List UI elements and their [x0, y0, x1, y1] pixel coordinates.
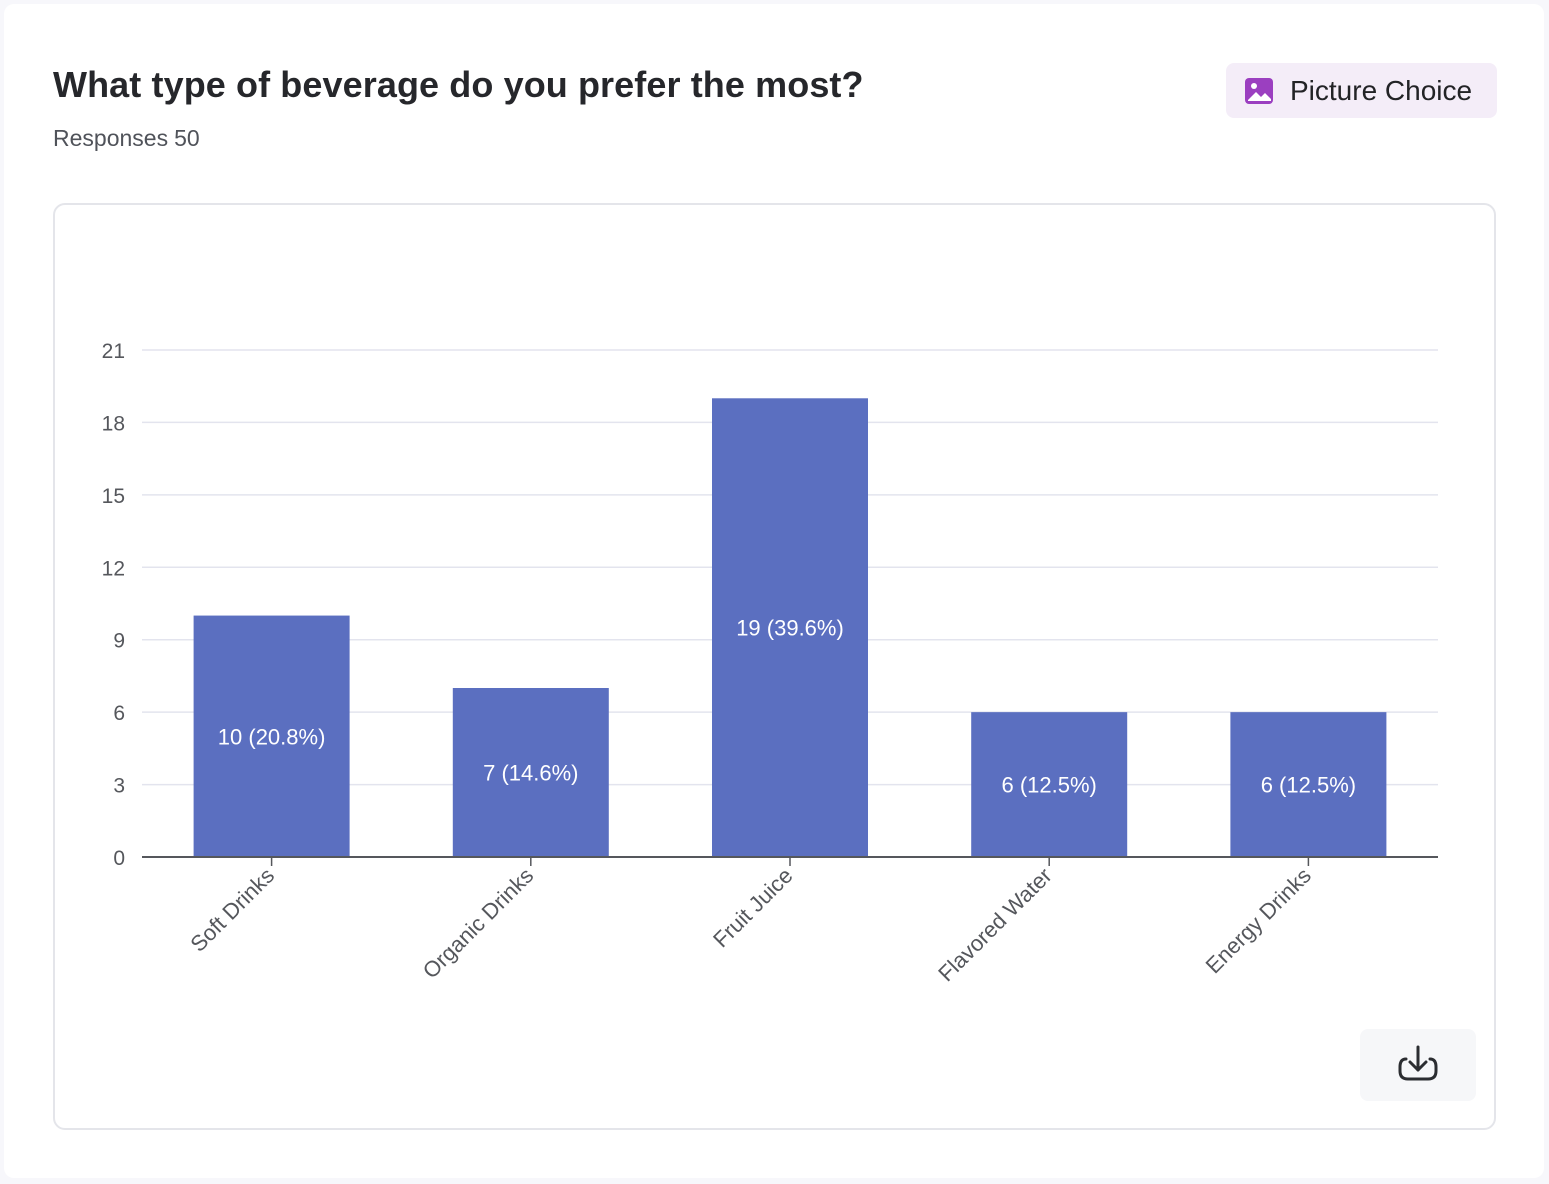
responses-number: 50 [174, 125, 200, 151]
y-tick-label: 0 [113, 847, 125, 870]
responses-label: Responses [53, 125, 169, 151]
bar[interactable] [971, 712, 1128, 857]
x-tick-label: Soft Drinks [185, 863, 279, 957]
bar[interactable] [452, 688, 609, 857]
chart-panel: 0 3 6 9 12 15 18 21 10 (20.8%) Soft Drinks 7 (14.6… [53, 203, 1496, 1130]
question-type-label: Picture Choice [1290, 74, 1473, 106]
data-label: 7 (14.6%) [483, 761, 578, 786]
y-tick-label: 9 [113, 630, 125, 653]
x-tick-label: Energy Drinks [1201, 863, 1316, 978]
question-title: What type of beverage do you prefer the … [53, 64, 864, 105]
download-button[interactable] [1360, 1029, 1476, 1101]
y-tick-label: 3 [113, 775, 125, 798]
bar[interactable] [193, 615, 350, 857]
x-tick-label: Flavored Water [933, 863, 1056, 986]
y-tick-label: 6 [113, 702, 125, 725]
question-type-badge: Picture Choice [1226, 63, 1497, 118]
y-tick-label: 21 [102, 340, 125, 363]
bar[interactable] [712, 398, 868, 857]
bar-chart: 0 3 6 9 12 15 18 21 10 (20.8%) Soft Drinks 7 (14.6… [102, 340, 1438, 986]
data-label: 6 (12.5%) [1261, 773, 1356, 798]
responses-count: Responses 50 [53, 125, 206, 152]
y-tick-label: 18 [102, 412, 125, 435]
image-icon [1244, 76, 1274, 106]
x-tick-label: Fruit Juice [708, 863, 797, 952]
y-tick-label: 15 [102, 485, 125, 508]
bar[interactable] [1230, 712, 1387, 857]
question-card: What type of beverage do you prefer the … [4, 4, 1544, 1178]
data-label: 10 (20.8%) [218, 724, 326, 749]
y-tick-label: 12 [102, 557, 125, 580]
download-icon [1396, 1041, 1440, 1090]
x-tick-label: Organic Drinks [418, 863, 539, 984]
data-label: 6 (12.5%) [1002, 773, 1097, 798]
data-label: 19 (39.6%) [736, 616, 844, 641]
